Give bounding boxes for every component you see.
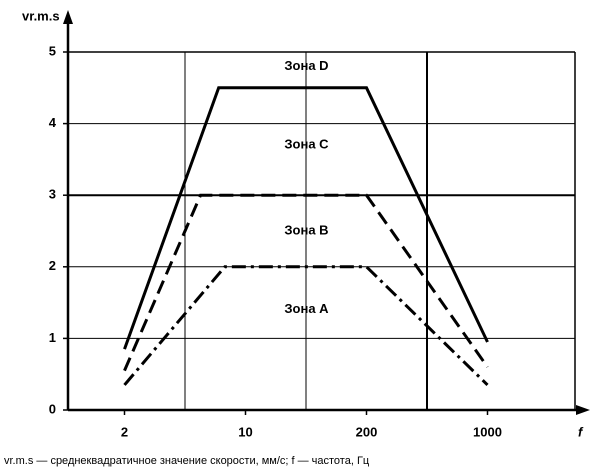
y-arrow <box>63 10 73 24</box>
series-line <box>123 265 489 387</box>
x-tick-label: 200 <box>356 424 378 439</box>
y-tick-label: 2 <box>49 258 56 273</box>
zone-label: Зона B <box>284 222 328 237</box>
y-axis-label: vr.m.s <box>22 8 60 23</box>
zone-label: Зона C <box>284 137 329 152</box>
y-tick-label: 3 <box>49 187 56 202</box>
x-arrow <box>576 405 590 415</box>
x-tick-label: 1000 <box>473 424 502 439</box>
series-line <box>123 193 489 372</box>
y-tick-label: 1 <box>49 330 56 345</box>
y-tick-label: 5 <box>49 43 56 58</box>
x-axis-label: f <box>578 424 584 439</box>
zone-label: Зона D <box>284 58 328 73</box>
zone-label: Зона A <box>284 301 329 316</box>
y-tick-label: 4 <box>49 115 57 130</box>
series-line <box>123 86 489 350</box>
x-tick-label: 2 <box>121 424 128 439</box>
x-tick-label: 10 <box>238 424 252 439</box>
y-tick-label: 0 <box>49 401 56 416</box>
caption: vr.m.s — среднеквадратичное значение ско… <box>4 455 370 467</box>
